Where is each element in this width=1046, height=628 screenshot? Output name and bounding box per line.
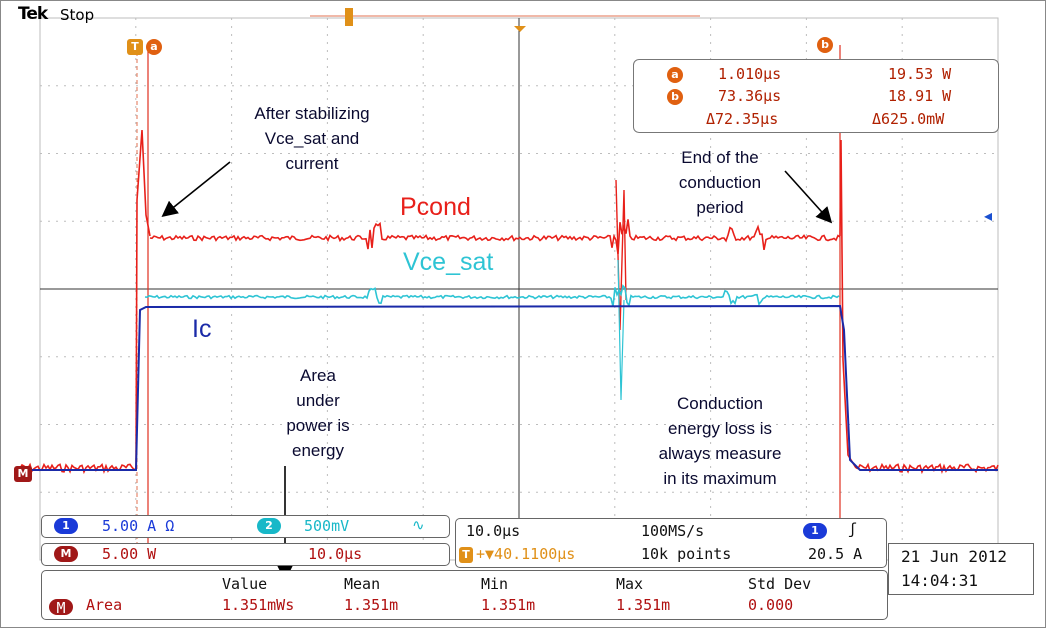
channel-1-scale: 5.00 A Ω [102, 517, 175, 535]
acquisition-state: Stop [60, 6, 95, 24]
vce-sat-label: Vce_sat [403, 248, 494, 276]
math-time: 10.0µs [308, 545, 363, 563]
annotation-area: Area under power is energy [286, 366, 350, 460]
cursor-delta-value: Δ625.0mW [872, 110, 945, 128]
sample-rate: 100MS/s [641, 522, 705, 540]
trigger-position-marker[interactable]: T [127, 39, 143, 55]
trigger-source-badge: 1 [803, 523, 827, 539]
annotation-stabilizing: After stabilizing Vce_sat and current [254, 104, 370, 173]
cursor-a-badge: a [667, 67, 683, 83]
header-std-dev: Std Dev [748, 575, 812, 593]
trigger-window-marker [345, 8, 353, 26]
measurement-std-dev: 0.000 [748, 596, 794, 614]
annotation-conduction-loss: Conduction energy loss is always measure… [658, 394, 782, 488]
cursor-b-badge: b [667, 89, 683, 105]
measurement-name: Area [86, 596, 123, 614]
timebase-panel[interactable]: 10.0µs 100MS/s 1 ʃ T +▼40.1100µs 10k poi… [455, 518, 887, 568]
header-min: Min [481, 575, 509, 593]
horizontal-scale: 10.0µs [466, 522, 521, 540]
record-length: 10k points [641, 545, 732, 563]
channel-1-badge: 1 [54, 518, 78, 534]
pcond-label: Pcond [400, 193, 471, 221]
channel-1-2-bar[interactable]: 1 5.00 A Ω 2 500mV ∿ [41, 515, 450, 538]
datetime-panel: 21 Jun 2012 14:04:31 [888, 543, 1034, 595]
channel-2-scale: 500mV [304, 517, 350, 535]
cursor-b-marker[interactable]: b [817, 37, 833, 53]
measurement-value: 1.351mWs [222, 596, 295, 614]
cursor-a-time: 1.010µs [718, 65, 782, 83]
traces [17, 129, 999, 475]
trigger-marker-icon: T [459, 547, 473, 563]
header-value: Value [222, 575, 268, 593]
measurement-max: 1.351m [616, 596, 671, 614]
trigger-level-arrow[interactable]: ◂ [984, 206, 993, 225]
arrow-end-period [784, 170, 833, 224]
cursor-delta-time: Δ72.35µs [706, 110, 779, 128]
trigger-point-marker [514, 26, 526, 32]
math-scale: 5.00 W [102, 545, 157, 563]
vce-sat-trace [144, 284, 840, 308]
cursor-b-value: 18.91 W [888, 87, 952, 105]
brand-logo: Tek [18, 4, 48, 24]
math-channel-bar[interactable]: M 5.00 W 10.0µs [41, 543, 450, 566]
time: 14:04:31 [901, 571, 979, 590]
ic-label: Ic [192, 315, 212, 343]
trigger-position: +▼40.1100µs [476, 545, 576, 563]
measurement-panel[interactable]: Value Mean Min Max Std Dev M Area 1.351m… [41, 570, 888, 620]
pcond-rise [135, 129, 151, 469]
pcond-trace-pre [17, 462, 137, 475]
header-mean: Mean [344, 575, 381, 593]
math-ground-marker[interactable]: M [14, 466, 32, 482]
pcond-trace-on [149, 219, 841, 255]
channel-2-badge: 2 [257, 518, 281, 534]
math-badge: M [54, 546, 78, 562]
arrow-stabilizing [161, 161, 231, 218]
header-max: Max [616, 575, 644, 593]
cursor-a-marker[interactable]: a [146, 39, 162, 55]
trigger-slope-icon: ʃ [848, 520, 858, 538]
date: 21 Jun 2012 [901, 547, 1007, 566]
trigger-level: 20.5 A [808, 545, 863, 563]
ic-trace [18, 304, 998, 471]
annotation-end-period: End of the conduction period [678, 148, 762, 217]
measurement-source-badge: M [49, 599, 73, 617]
cursor-readout-panel: a 1.010µs 19.53 W b 73.36µs 18.91 W Δ72.… [633, 59, 999, 133]
pcond-spike [615, 179, 627, 331]
measurement-mean: 1.351m [344, 596, 399, 614]
cursor-b-time: 73.36µs [718, 87, 782, 105]
measurement-min: 1.351m [481, 596, 536, 614]
cursor-a-value: 19.53 W [888, 65, 952, 83]
bandwidth-limit-icon: ∿ [412, 516, 425, 534]
